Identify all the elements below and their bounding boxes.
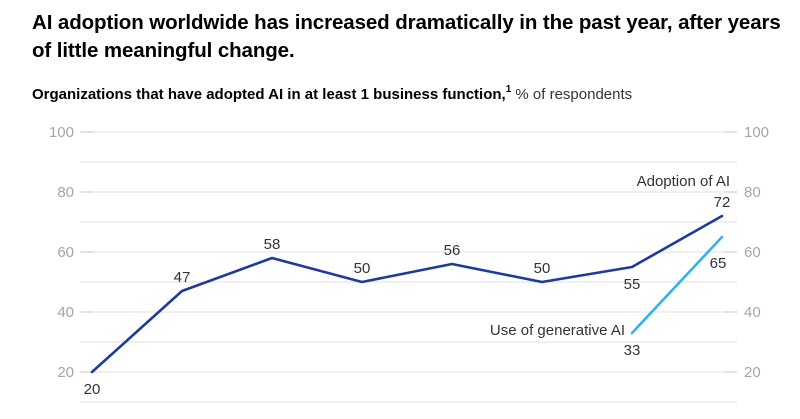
y-axis-label-left: 40 [57,304,74,321]
data-label-adoption-of-ai: 50 [354,260,371,277]
data-label-adoption-of-ai: 50 [534,260,551,277]
y-axis-label-right: 60 [744,244,761,261]
data-label-use-of-generative-ai: 65 [710,255,727,272]
y-axis-label-left: 80 [57,184,74,201]
line-chart: 100 100 80 80 60 60 40 40 20 20 20 47 58 50 56 50 55 72 Ad… [49,124,769,403]
data-label-use-of-generative-ai: 33 [624,342,641,359]
chart-subtitle-units: % of respondents [511,86,633,103]
page-title: AI adoption worldwide has increased dram… [32,11,781,63]
y-axis-label-right: 100 [744,124,769,141]
data-label-adoption-of-ai: 20 [84,381,101,398]
y-axis-label-right: 20 [744,364,761,381]
footnote-marker: 1 [505,84,512,95]
chart-subtitle-bold: Organizations that have adopted AI in at… [32,86,506,103]
data-label-adoption-of-ai: 72 [714,194,731,211]
y-axis-label-right: 80 [744,184,761,201]
y-axis-label-left: 60 [57,244,74,261]
y-axis-label-left: 20 [57,364,74,381]
data-label-adoption-of-ai: 55 [624,276,641,293]
y-axis-label-left: 100 [49,124,74,141]
y-axis-label-right: 40 [744,304,761,321]
series-name-label-adoption-of-ai: Adoption of AI [637,173,730,190]
series-name-label-use-of-generative-ai: Use of generative AI [490,322,625,339]
data-label-adoption-of-ai: 58 [264,236,281,253]
series-line-adoption-of-ai [90,214,724,374]
data-label-adoption-of-ai: 56 [444,242,461,259]
series-line-use-of-generative-ai [630,235,724,335]
chart-subtitle: Organizations that have adopted AI in at… [32,84,784,104]
data-label-adoption-of-ai: 47 [174,269,191,286]
